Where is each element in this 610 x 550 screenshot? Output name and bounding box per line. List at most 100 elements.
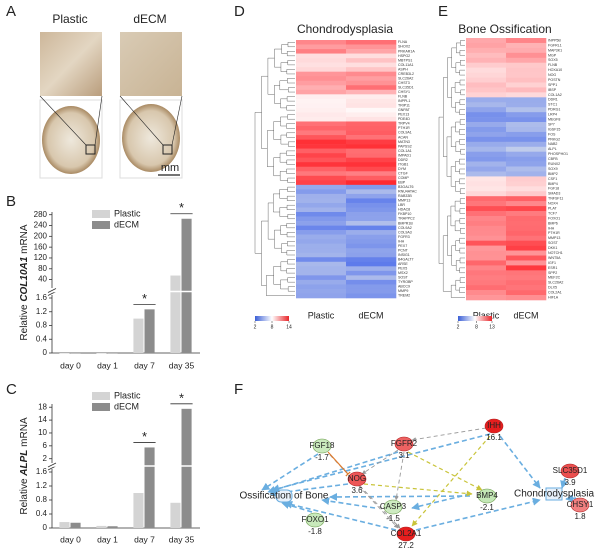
bar (133, 493, 144, 528)
heatmap-cell (466, 245, 507, 251)
row-label: SLC35D1 (398, 85, 414, 89)
bar (107, 526, 118, 528)
network-node (570, 497, 590, 513)
node-value: -1.5 (386, 514, 400, 523)
heatmap-cell (466, 235, 507, 241)
dendrogram-branch (286, 150, 295, 156)
row-label: HOXA10 (548, 68, 562, 72)
legend-label: Plastic (114, 390, 141, 400)
node-label: FGFR2 (391, 439, 418, 448)
heatmap-cell (506, 161, 547, 167)
dendrogram-branch (254, 112, 262, 254)
dendrogram-branch (287, 78, 295, 84)
heatmap-cell (296, 248, 347, 254)
dendrogram-branch (287, 42, 295, 47)
row-label: IGF1 (548, 261, 556, 265)
heatmap-cell (346, 261, 397, 267)
row-label: HIF1A (548, 295, 559, 299)
heatmap-cell (466, 181, 507, 187)
edge (267, 451, 399, 494)
heatmap-cell (346, 112, 397, 118)
column-label: Plastic (473, 310, 500, 320)
dendrogram-branch (280, 134, 289, 145)
row-label: MGP (548, 53, 557, 57)
heatmap-cell (346, 279, 397, 285)
bar (59, 522, 70, 528)
heatmap-cell (506, 77, 547, 83)
process-node (545, 487, 563, 501)
row-label: PTH1R (548, 231, 560, 235)
heatmap-cell (506, 156, 547, 162)
row-label: PCNT (398, 248, 409, 252)
heatmap-cell (506, 107, 547, 113)
heatmap-cell (466, 151, 507, 157)
row-label: HDAC8 (398, 208, 410, 212)
heatmap-cell (296, 243, 347, 249)
y-tick-label: 280 (34, 210, 48, 219)
heatmap-title: Bone Ossification (458, 22, 551, 36)
bar (107, 353, 118, 354)
row-label: COL9A2 (398, 226, 412, 230)
row-label: MMP13 (548, 236, 560, 240)
heatmap-cell (296, 171, 347, 177)
dendrogram-branch (287, 177, 295, 183)
y-axis-label: Relative ALPL mRNA (19, 417, 30, 515)
significance-mark: * (142, 291, 147, 306)
node-label: IHH (487, 421, 501, 430)
heatmap-cell (506, 166, 547, 172)
colorbar-label: 2 (457, 324, 460, 330)
colorbar-label: 2 (254, 324, 257, 330)
dendrogram-branch (454, 220, 461, 231)
row-label: ASPH (398, 67, 408, 71)
heatmap-title: Chondrodysplasia (297, 22, 393, 36)
heatmap-cell (506, 102, 547, 108)
x-tick-label: day 35 (169, 360, 195, 370)
node-label: FGF18 (310, 441, 335, 450)
heatmap-cell (296, 62, 347, 68)
zoom-box (85, 144, 96, 155)
pellet (42, 106, 100, 174)
heatmap-cell (466, 146, 507, 152)
row-label: ITGB1 (398, 162, 408, 166)
dendrogram-branch (459, 139, 465, 145)
x-tick-label: day 1 (97, 360, 118, 370)
row-label: COL9A1 (398, 131, 412, 135)
heatmap-cell (466, 141, 507, 148)
heatmap-cell (466, 126, 507, 133)
row-label: MEGF8 (548, 118, 560, 122)
colorbar-label: 8 (475, 324, 478, 330)
row-label: COL9A3 (398, 230, 412, 234)
row-label: ARSE (398, 262, 408, 266)
row-label: INPP5B (548, 38, 561, 42)
dendrogram-branch (286, 168, 295, 174)
dendrogram-branch (446, 136, 452, 177)
row-label: IHH (548, 226, 555, 230)
dendrogram-branch (286, 205, 295, 210)
heatmap-cell (346, 94, 397, 100)
node-value: 3.9 (564, 478, 576, 487)
zoom-box (162, 144, 173, 155)
edge (359, 485, 401, 529)
row-label: IHH (398, 239, 405, 243)
row-label: PDRG1 (548, 108, 560, 112)
heatmap-cell (466, 136, 507, 143)
heatmap-cell (346, 243, 397, 249)
heatmap-cell (506, 42, 547, 49)
y-tick-label: 120 (34, 253, 48, 262)
heatmap-cell (506, 171, 547, 177)
row-label: FKBP10 (398, 212, 411, 216)
heatmap-cell (506, 275, 547, 281)
row-label: BMP2 (548, 172, 558, 176)
heatmap-cell (506, 290, 547, 296)
row-label: DDR1 (548, 98, 558, 102)
process-label: Chondrodysplasia (514, 489, 594, 500)
heatmap-cell (346, 275, 397, 281)
heatmap-cell (296, 135, 347, 140)
heatmap-cell (296, 89, 347, 95)
heatmap-cell (346, 126, 397, 131)
row-label: INPPL1 (398, 99, 410, 103)
heatmap-cell (346, 257, 397, 263)
pellet (122, 104, 180, 172)
bar (70, 353, 81, 354)
